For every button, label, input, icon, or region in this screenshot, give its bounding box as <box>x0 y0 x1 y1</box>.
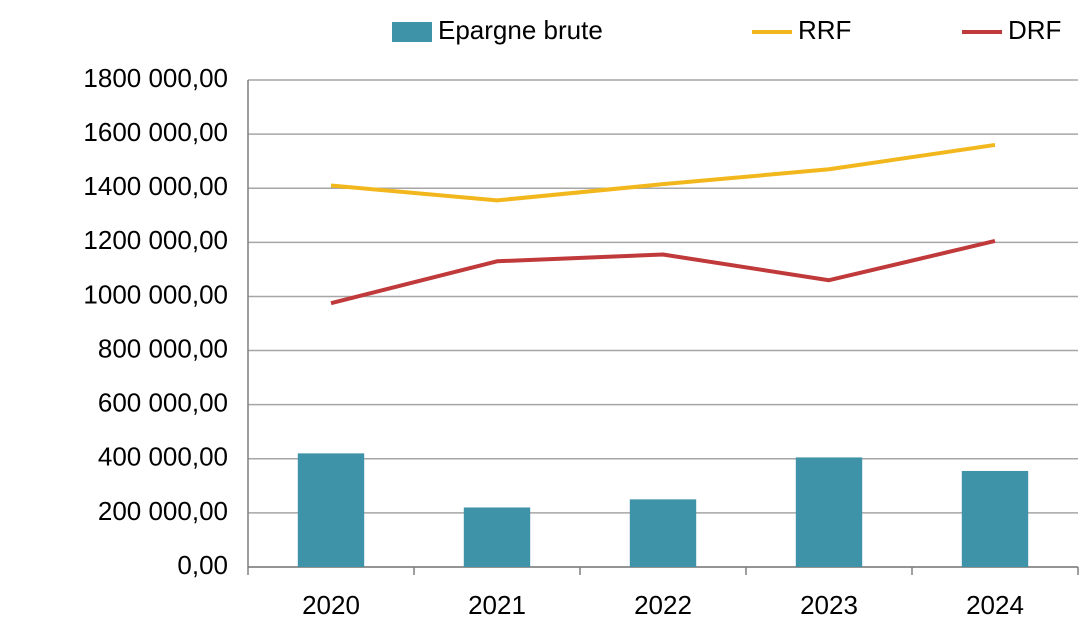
x-tick-label: 2024 <box>966 590 1024 620</box>
bar <box>629 499 697 567</box>
bar <box>463 507 531 567</box>
y-tick-label: 1800 000,00 <box>83 63 228 93</box>
legend-label: Epargne brute <box>438 15 603 45</box>
line <box>330 142 996 203</box>
y-tick-label: 400 000,00 <box>98 442 228 472</box>
bar <box>795 457 863 567</box>
y-tick-label: 600 000,00 <box>98 388 228 418</box>
x-tick-label: 2021 <box>468 590 526 620</box>
y-tick-label: 1600 000,00 <box>83 117 228 147</box>
legend-swatch <box>392 22 432 42</box>
y-tick-label: 200 000,00 <box>98 496 228 526</box>
x-tick-label: 2022 <box>634 590 692 620</box>
y-tick-label: 0,00 <box>177 550 228 580</box>
bar <box>297 453 365 567</box>
legend-label: DRF <box>1008 15 1061 45</box>
x-tick-label: 2020 <box>302 590 360 620</box>
bar <box>961 470 1029 567</box>
y-tick-label: 1200 000,00 <box>83 225 228 255</box>
x-tick-label: 2023 <box>800 590 858 620</box>
legend-label: RRF <box>798 15 851 45</box>
y-tick-label: 1400 000,00 <box>83 171 228 201</box>
y-tick-label: 1000 000,00 <box>83 279 228 309</box>
line <box>330 239 996 306</box>
y-tick-label: 800 000,00 <box>98 333 228 363</box>
